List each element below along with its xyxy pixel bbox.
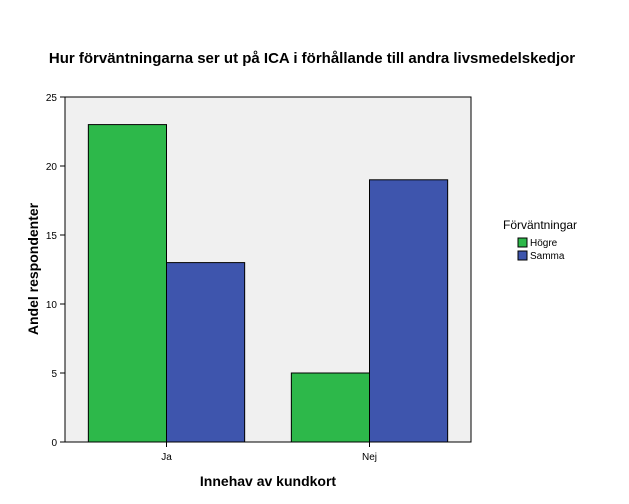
legend: Förväntningar Högre Samma <box>503 218 577 262</box>
y-tick-label: 10 <box>46 300 58 311</box>
bar-samma-nej <box>369 179 449 443</box>
x-axis: Ja Nej <box>161 442 377 463</box>
y-tick-label: 5 <box>51 369 57 380</box>
y-axis: 0 5 10 15 20 25 <box>46 93 65 449</box>
legend-label-samma: Samma <box>530 251 565 262</box>
bar-högre-nej <box>290 372 370 443</box>
bar-högre-ja <box>87 124 167 443</box>
x-tick-label: Ja <box>161 452 172 463</box>
y-tick-label: 20 <box>46 162 58 173</box>
y-tick-label: 25 <box>46 93 58 104</box>
legend-swatch-samma <box>517 250 528 261</box>
legend-title: Förväntningar <box>503 218 577 232</box>
bars <box>87 124 449 443</box>
y-tick-label: 15 <box>46 231 58 242</box>
chart-title: Hur förväntningarna ser ut på ICA i förh… <box>49 50 575 67</box>
x-tick-label: Nej <box>362 452 377 463</box>
legend-swatch-högre <box>517 237 528 248</box>
y-axis-label: Andel respondenter <box>25 202 41 335</box>
y-tick-label: 0 <box>51 438 57 449</box>
x-axis-label: Innehav av kundkort <box>200 473 336 489</box>
legend-label-högre: Högre <box>530 238 558 249</box>
bar-samma-ja <box>166 262 246 443</box>
